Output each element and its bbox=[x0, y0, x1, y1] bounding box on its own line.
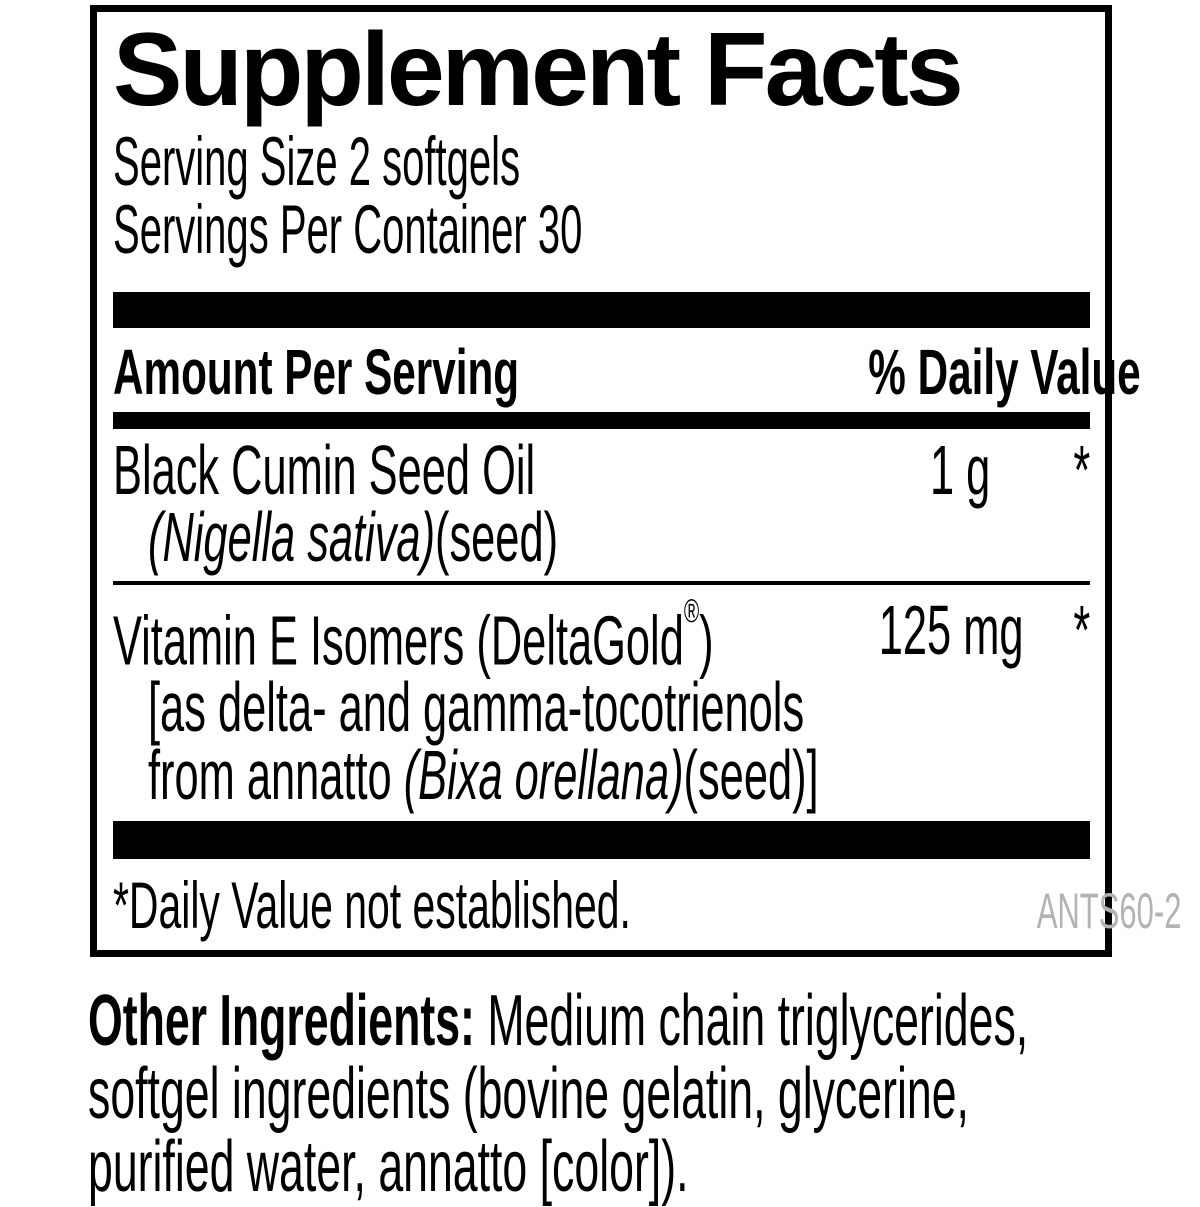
other-ingredients-label: Other Ingredients: bbox=[88, 981, 475, 1062]
daily-value-header: % Daily Value bbox=[868, 336, 1141, 408]
detail-post: (seed) bbox=[435, 498, 559, 576]
daily-value-cell: * bbox=[1073, 431, 1090, 509]
row-divider bbox=[113, 581, 1090, 585]
other-ingredients-line: Other Ingredients: Medium chain triglyce… bbox=[88, 985, 1200, 1058]
nutrient-name: Vitamin E Isomers (DeltaGold®) bbox=[113, 593, 790, 676]
detail-post: (seed)] bbox=[683, 736, 819, 815]
name-post: ) bbox=[699, 601, 714, 680]
nutrient-detail-line: (Nigella sativa)(seed) bbox=[113, 502, 1090, 572]
nutrient-name: Black Cumin Seed Oil bbox=[113, 431, 536, 509]
daily-value-cell: * bbox=[1073, 591, 1090, 669]
detail-pre: from annatto bbox=[148, 736, 404, 815]
other-ingredients-line: purified water, annatto [color]). bbox=[88, 1127, 689, 1207]
panel-title: Supplement Facts bbox=[113, 12, 964, 128]
separator-bar-thick-bottom bbox=[113, 821, 1090, 860]
product-code: ANTS60-2 bbox=[1036, 883, 1182, 940]
name-pre: Vitamin E Isomers (DeltaGold bbox=[113, 601, 684, 680]
nutrient-row-vitamin-e: Vitamin E Isomers (DeltaGold®) 125 mg * bbox=[113, 591, 1090, 676]
amount-per-serving-header: Amount Per Serving bbox=[113, 336, 520, 408]
supplement-label-page: { "panel": { "title": "Supplement Facts"… bbox=[0, 5, 1200, 1205]
footnote: *Daily Value not established. bbox=[113, 868, 631, 943]
botanical-name: (Nigella sativa) bbox=[148, 498, 436, 576]
other-ingredients-text: Medium chain triglycerides, bbox=[474, 981, 1029, 1062]
nutrient-row-black-cumin: Black Cumin Seed Oil 1 g * bbox=[113, 431, 1090, 509]
serving-size: Serving Size 2 softgels bbox=[113, 123, 521, 200]
nutrient-amount: 125 mg bbox=[878, 591, 1024, 669]
column-header-row: Amount Per Serving % Daily Value bbox=[113, 336, 1141, 408]
other-ingredients: Other Ingredients: Medium chain triglyce… bbox=[88, 985, 1200, 1204]
separator-bar-medium bbox=[113, 412, 1090, 429]
botanical-name: (Bixa orellana) bbox=[403, 736, 684, 815]
footnote-row: *Daily Value not established. ANTS60-2 bbox=[113, 868, 1182, 943]
separator-bar-thick-top bbox=[113, 292, 1090, 328]
nutrient-detail-line: [as delta- and gamma-tocotrienols bbox=[148, 668, 805, 747]
nutrient-detail-line: from annatto (Bixa orellana)(seed)] bbox=[113, 740, 1090, 810]
servings-per-container: Servings Per Container 30 bbox=[113, 191, 583, 268]
supplement-facts-panel: Supplement Facts Serving Size 2 softgels… bbox=[90, 5, 1182, 958]
other-ingredients-line: softgel ingredients (bovine gelatin, gly… bbox=[88, 1054, 969, 1135]
registered-mark: ® bbox=[683, 592, 700, 630]
nutrient-amount: 1 g bbox=[929, 431, 990, 509]
